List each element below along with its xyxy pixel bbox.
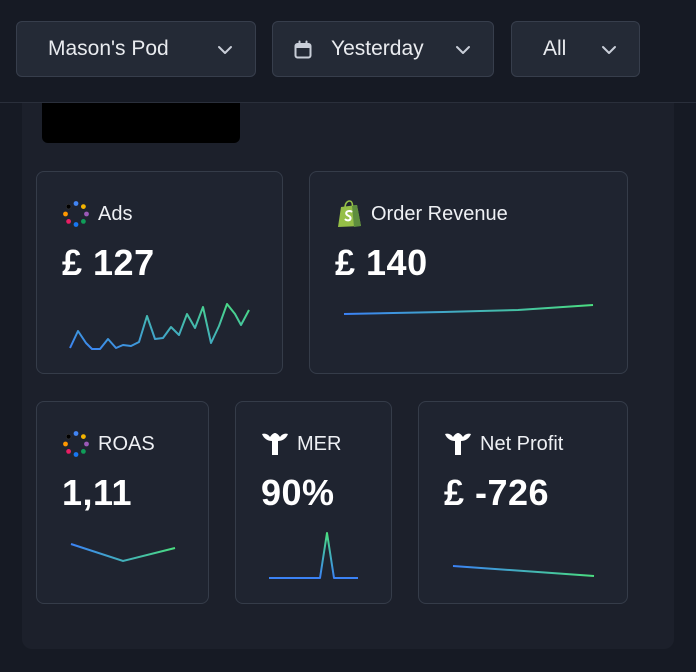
metric-card-order-revenue[interactable]: Order Revenue £ 140 [309,171,628,374]
metric-card-mer[interactable]: MER 90% [235,401,392,604]
pod-select-label: Mason's Pod [48,37,169,60]
card-title-label: Ads [98,202,133,225]
card-title-label: Order Revenue [371,202,508,225]
chevron-down-icon [602,46,616,54]
triple-whale-icon [444,430,472,458]
card-title: Ads [62,200,132,228]
metric-card-ads[interactable]: Ads £ 127 [36,171,283,374]
metric-card-roas[interactable]: ROAS 1,11 [36,401,209,604]
card-value: £ -726 [444,472,550,513]
date-range-label: Yesterday [331,37,424,60]
card-value: £ 140 [335,242,428,283]
scope-select-label: All [543,37,567,60]
card-value: 1,11 [62,472,133,513]
card-value: £ 127 [62,242,155,283]
cropped-element [42,103,240,143]
metric-card-net-profit[interactable]: Net Profit £ -726 [418,401,628,604]
date-range-select[interactable]: Yesterday [272,21,494,77]
calendar-icon [294,40,312,59]
card-title: MER [261,430,341,458]
card-title-label: Net Profit [480,432,564,455]
triple-whale-icon [261,430,289,458]
shopify-bag-icon [335,200,363,228]
scope-select[interactable]: All [511,21,640,77]
card-title: Net Profit [444,430,563,458]
card-title-label: ROAS [98,432,155,455]
sparkline [452,565,595,577]
chevron-down-icon [456,46,470,54]
sparkline [70,543,176,563]
multi-dot-icon [62,430,90,458]
card-title: Order Revenue [335,200,508,228]
sparkline [343,304,594,315]
filter-bar: Mason's Pod Yesterday All [0,0,696,103]
pod-select[interactable]: Mason's Pod [16,21,256,77]
card-title: ROAS [62,430,155,458]
multi-dot-icon [62,200,90,228]
sparkline [269,532,358,579]
sparkline [69,303,250,350]
card-value: 90% [261,472,335,513]
chevron-down-icon [218,46,232,54]
card-title-label: MER [297,432,342,455]
